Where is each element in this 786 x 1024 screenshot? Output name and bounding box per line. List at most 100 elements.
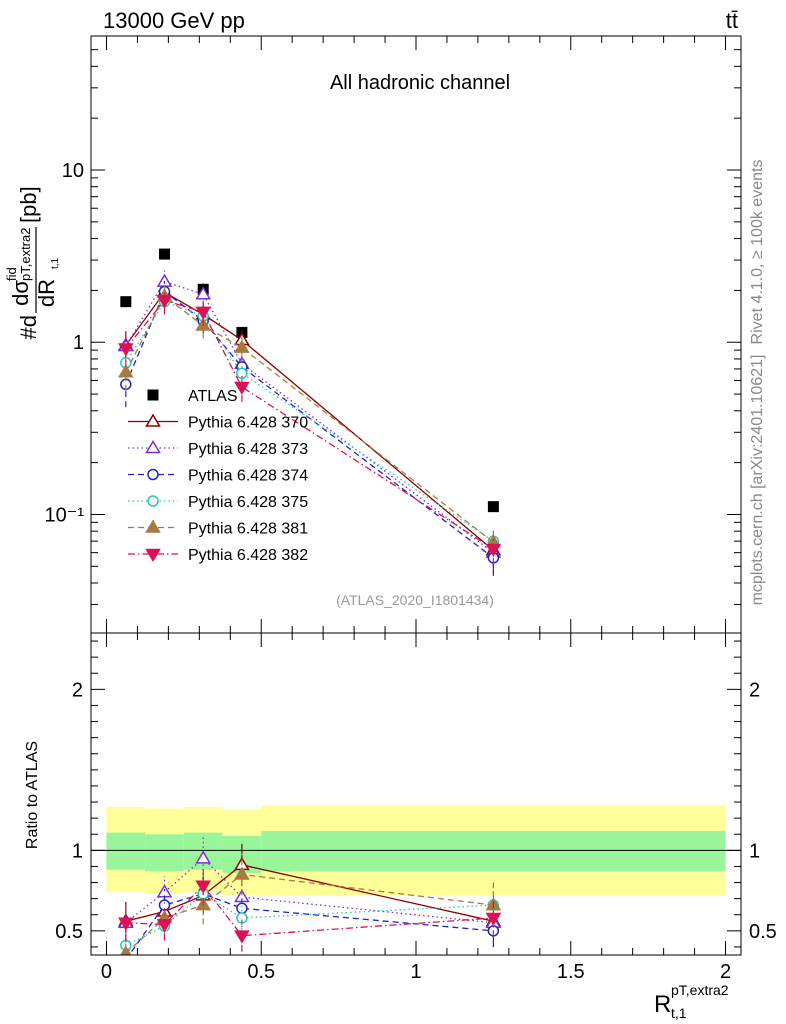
main-point-5-3: [234, 339, 250, 353]
main-point-6-0: [118, 343, 134, 357]
ratio-y-tick-label: 0.5: [55, 921, 83, 943]
mcplots-label: mcplots.cern.ch [arXiv:2401.10621]: [749, 355, 766, 606]
main-y-tick-label: 1: [73, 332, 84, 354]
ratio-point-5-2: [195, 880, 212, 894]
main-point-0-1: [159, 248, 171, 260]
ratio-y-tick-label-right: 0.5: [749, 921, 777, 943]
main-y-axis-label: #d dσ fid pT,extra2 dR t,1 [pb]: [4, 186, 61, 339]
main-point-6-4: [485, 543, 502, 557]
main-point-2-2: [195, 286, 212, 300]
ratio-point-5-4: [485, 912, 502, 926]
ratio-point-1-2: [195, 850, 212, 864]
x-label-base: R: [654, 991, 671, 1018]
main-series-1: [118, 281, 502, 571]
legend-label-1: Pythia 6.428 370: [188, 415, 308, 432]
ratio-point-5-0: [118, 917, 134, 931]
main-series-0: [120, 248, 499, 513]
ratio-series-5: [118, 866, 502, 952]
y-label-den-sub: t,1: [50, 257, 61, 269]
main-series-line-4: [125, 300, 494, 542]
ratio-point-3-3: [236, 912, 248, 924]
ratio-x-tick-label: 0: [101, 961, 112, 983]
legend-entry-3: Pythia 6.428 374: [128, 468, 308, 485]
ratio-x-axis: 0 0.5 1 1.5 2: [101, 633, 731, 983]
legend-entry-4: Pythia 6.428 375: [128, 494, 308, 511]
y-label-num-sup: fid: [4, 267, 19, 281]
main-x-ticks: [105, 36, 727, 633]
main-series-2: [118, 270, 502, 575]
ratio-x-tick-label: 2: [720, 961, 731, 983]
main-point-4-3: [236, 367, 248, 380]
main-y-tick-label: 10⁻¹: [45, 504, 85, 526]
ratio-x-tick-label: 1: [410, 961, 421, 983]
y-label-numerator: dσ: [8, 280, 33, 306]
main-series-group: [118, 248, 502, 576]
main-series-6: [118, 288, 502, 565]
ratio-point-5-1: [156, 919, 173, 933]
y-label-unit: [pb]: [16, 186, 41, 223]
legend-entry-0: ATLAS: [147, 388, 238, 405]
ratio-band-green-1: [145, 834, 184, 872]
ratio-y-axis: 0.5 0.5 1 1 2 2: [55, 640, 777, 948]
main-point-6-1: [156, 295, 173, 309]
ratio-point-5-3: [234, 930, 250, 944]
x-label-sub: t,1: [671, 1005, 687, 1021]
legend-marker-1: [145, 413, 161, 427]
ratio-x-tick-label: 0.5: [247, 961, 275, 983]
main-y-tick-label: 10: [62, 160, 84, 182]
ratio-x-axis-label: R pT,extra2 t,1: [654, 982, 729, 1021]
legend: ATLAS Pythia 6.428 370 Pythia 6.428 373 Pyt…: [128, 388, 308, 564]
legend-entry-5: Pythia 6.428 381: [128, 519, 308, 538]
ratio-point-4-3: [234, 866, 250, 880]
legend-label-0: ATLAS: [188, 388, 238, 405]
ratio-y-tick-label: 2: [72, 679, 83, 701]
analysis-tag: (ATLAS_2020_I1801434): [336, 592, 494, 608]
legend-label-6: Pythia 6.428 382: [188, 547, 308, 564]
legend-label-2: Pythia 6.428 373: [188, 441, 308, 458]
ratio-point-4-0: [120, 945, 132, 955]
main-series-line-3: [125, 290, 494, 559]
ratio-panel: 0.5 0.5 1 1 2 2 0 0.5 1 1.5 2 Ratio to ATLAS R pT…: [24, 632, 777, 1021]
energy-label: 13000 GeV pp: [103, 8, 245, 33]
legend-marker-4: [147, 495, 159, 507]
legend-label-5: Pythia 6.428 381: [188, 521, 308, 538]
main-plot-frame: [90, 35, 742, 634]
main-point-6-2: [195, 306, 212, 320]
x-label-sup: pT,extra2: [671, 982, 729, 998]
rivet-label: Rivet 4.1.0, ≥ 100k events: [749, 160, 766, 345]
main-panel: All hadronic channel (ATLAS_2020_I180143…: [4, 35, 742, 634]
ratio-band-green-0: [106, 832, 146, 870]
y-label-denominator: dR: [34, 279, 59, 307]
main-point-0-4: [487, 501, 499, 513]
legend-entry-6: Pythia 6.428 382: [128, 547, 308, 564]
main-series-3: [120, 280, 500, 576]
main-series-line-5: [125, 295, 494, 543]
legend-marker-2: [145, 440, 161, 454]
ratio-series-line-1: [125, 857, 494, 924]
legend-label-3: Pythia 6.428 374: [188, 468, 308, 485]
legend-marker-5: [145, 519, 161, 533]
ratio-series-line-2: [128, 893, 494, 955]
legend-marker-6: [145, 548, 161, 562]
main-point-0-0: [120, 296, 132, 308]
ratio-series-group: [118, 837, 502, 955]
main-point-6-3: [234, 381, 250, 395]
main-chart-title: All hadronic channel: [330, 72, 510, 94]
legend-entry-2: Pythia 6.428 373: [128, 440, 308, 458]
legend-label-4: Pythia 6.428 375: [188, 494, 308, 511]
main-point-2-1: [156, 273, 173, 287]
main-series-line-2: [125, 280, 494, 554]
ratio-point-2-3: [236, 902, 248, 915]
ratio-plot-frame: [90, 632, 742, 956]
legend-marker-0: [147, 389, 159, 401]
ratio-y-axis-label: Ratio to ATLAS: [24, 741, 41, 849]
legend-entry-1: Pythia 6.428 370: [128, 413, 308, 432]
ratio-y-tick-label-right: 1: [749, 840, 760, 862]
ratio-series-line-3: [125, 893, 494, 946]
process-label: tt̄: [726, 8, 738, 33]
main-point-5-0: [118, 364, 134, 378]
y-label-num-sub: pT,extra2: [18, 228, 33, 281]
ratio-x-tick-label: 1.5: [557, 961, 585, 983]
y-label-prefix: #d: [16, 315, 41, 339]
